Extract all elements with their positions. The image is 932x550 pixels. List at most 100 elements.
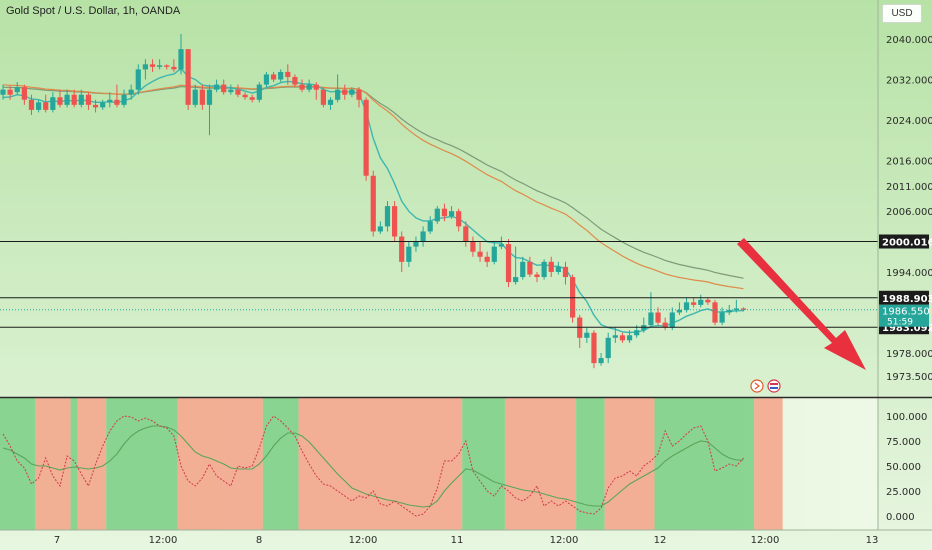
candle[interactable] — [320, 87, 326, 108]
candle[interactable] — [142, 59, 148, 80]
horizontal-levels[interactable] — [0, 240, 878, 328]
candle[interactable] — [413, 236, 419, 252]
candle[interactable] — [135, 64, 141, 95]
candle[interactable] — [555, 261, 561, 275]
candle[interactable] — [605, 332, 611, 364]
event-icons[interactable] — [750, 379, 781, 393]
candle[interactable] — [619, 332, 626, 343]
candle[interactable] — [157, 59, 163, 70]
candle[interactable] — [655, 307, 661, 326]
candle[interactable] — [370, 170, 376, 237]
candle[interactable] — [21, 84, 27, 105]
candle[interactable] — [562, 261, 569, 285]
candle[interactable] — [463, 221, 469, 247]
candle[interactable] — [505, 239, 512, 288]
candle[interactable] — [448, 206, 455, 219]
candle[interactable] — [278, 69, 284, 83]
candle[interactable] — [612, 327, 618, 343]
candle[interactable] — [377, 221, 383, 234]
candle[interactable] — [228, 84, 234, 95]
candle[interactable] — [626, 330, 633, 343]
candle[interactable] — [107, 92, 113, 108]
candle[interactable] — [306, 79, 312, 93]
candle[interactable] — [349, 87, 355, 98]
candle[interactable] — [705, 297, 711, 305]
candle[interactable] — [71, 89, 77, 108]
candle[interactable] — [527, 256, 533, 278]
candle[interactable] — [100, 99, 106, 110]
candle[interactable] — [691, 297, 697, 308]
candle[interactable] — [185, 49, 191, 110]
candle[interactable] — [548, 256, 554, 278]
candle[interactable] — [669, 307, 675, 331]
candle[interactable] — [256, 82, 262, 103]
candle[interactable] — [427, 216, 433, 234]
candle[interactable] — [441, 203, 448, 222]
candle[interactable] — [683, 297, 690, 313]
candle[interactable] — [456, 208, 462, 232]
candle[interactable] — [206, 84, 213, 136]
candle[interactable] — [342, 84, 348, 100]
candle[interactable] — [470, 236, 476, 257]
candle[interactable] — [128, 84, 134, 100]
candles[interactable] — [0, 33, 747, 369]
candle[interactable] — [221, 79, 227, 95]
candle[interactable] — [299, 79, 305, 93]
candle[interactable] — [406, 241, 412, 267]
candle[interactable] — [598, 353, 604, 366]
candle[interactable] — [676, 302, 682, 316]
candle[interactable] — [313, 82, 319, 100]
candle[interactable] — [263, 71, 270, 88]
candle[interactable] — [392, 201, 398, 242]
candle[interactable] — [149, 59, 156, 72]
candle[interactable] — [541, 259, 547, 280]
candle[interactable] — [584, 327, 590, 343]
candle[interactable] — [363, 97, 369, 181]
candle[interactable] — [513, 246, 519, 285]
candle[interactable] — [192, 84, 198, 108]
candle[interactable] — [384, 201, 391, 232]
candle[interactable] — [36, 99, 42, 113]
us-flag-icon[interactable] — [767, 379, 781, 393]
candle[interactable] — [591, 330, 597, 369]
candle[interactable] — [85, 92, 92, 110]
candle[interactable] — [214, 79, 220, 93]
candle[interactable] — [64, 89, 70, 108]
candle[interactable] — [178, 33, 184, 75]
candle[interactable] — [14, 82, 20, 95]
dividend-icon[interactable] — [750, 379, 764, 393]
candle[interactable] — [249, 94, 255, 103]
candle[interactable] — [570, 274, 576, 323]
candle[interactable] — [477, 241, 483, 262]
candle[interactable] — [498, 236, 504, 250]
candle[interactable] — [92, 99, 99, 113]
candle[interactable] — [520, 256, 526, 280]
candle[interactable] — [242, 92, 248, 100]
candle[interactable] — [164, 64, 170, 70]
candle[interactable] — [121, 89, 127, 108]
candle[interactable] — [719, 307, 725, 326]
candle[interactable] — [292, 74, 298, 88]
candle[interactable] — [335, 74, 341, 103]
candle[interactable] — [491, 241, 497, 265]
candle[interactable] — [7, 85, 13, 100]
candle[interactable] — [712, 299, 718, 326]
currency-button[interactable]: USD — [882, 4, 922, 23]
candle[interactable] — [235, 84, 241, 98]
candle[interactable] — [171, 59, 177, 72]
candle[interactable] — [50, 92, 56, 113]
candle[interactable] — [327, 97, 334, 110]
candle[interactable] — [698, 294, 704, 308]
candle[interactable] — [740, 307, 747, 312]
candle[interactable] — [114, 84, 120, 108]
candle[interactable] — [28, 94, 35, 115]
candle[interactable] — [78, 89, 84, 108]
candle[interactable] — [399, 231, 405, 272]
candle[interactable] — [43, 94, 49, 113]
candle[interactable] — [285, 64, 291, 85]
candle[interactable] — [420, 226, 426, 247]
candle[interactable] — [0, 84, 6, 100]
candle[interactable] — [534, 271, 540, 283]
candle[interactable] — [484, 251, 490, 267]
